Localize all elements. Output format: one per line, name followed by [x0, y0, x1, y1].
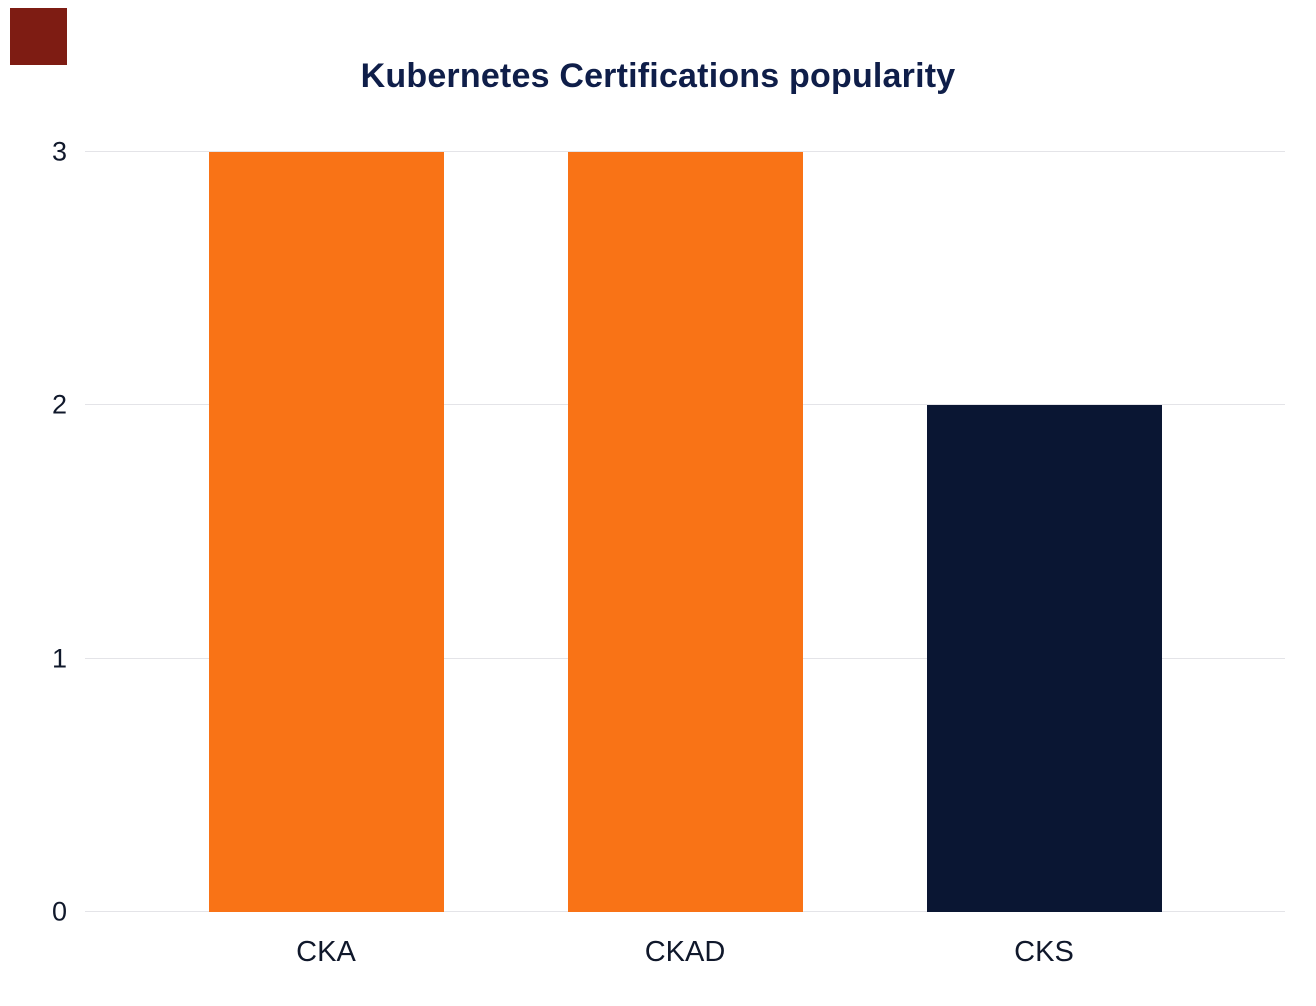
bar-cks	[926, 405, 1162, 912]
gridline-y-3	[85, 151, 1285, 152]
bar-ckad	[567, 152, 803, 912]
y-axis-tick-0: 0	[51, 896, 67, 927]
y-axis-tick-1: 1	[51, 643, 67, 674]
x-axis-label-cka: CKA	[296, 936, 356, 968]
corner-square-decoration	[10, 8, 67, 65]
x-axis-label-cks: CKS	[1014, 936, 1074, 968]
y-axis-tick-3: 3	[51, 136, 67, 167]
x-axis-labels: CKA CKAD CKS	[85, 912, 1285, 969]
chart-title: Kubernetes Certifications popularity	[360, 57, 956, 95]
plot-area: 0 1 2 3	[52, 138, 1285, 925]
x-axis-label-ckad: CKAD	[644, 936, 726, 968]
bar-cka	[208, 152, 444, 912]
bars-layer	[85, 152, 1285, 912]
y-axis-tick-2: 2	[51, 389, 67, 420]
